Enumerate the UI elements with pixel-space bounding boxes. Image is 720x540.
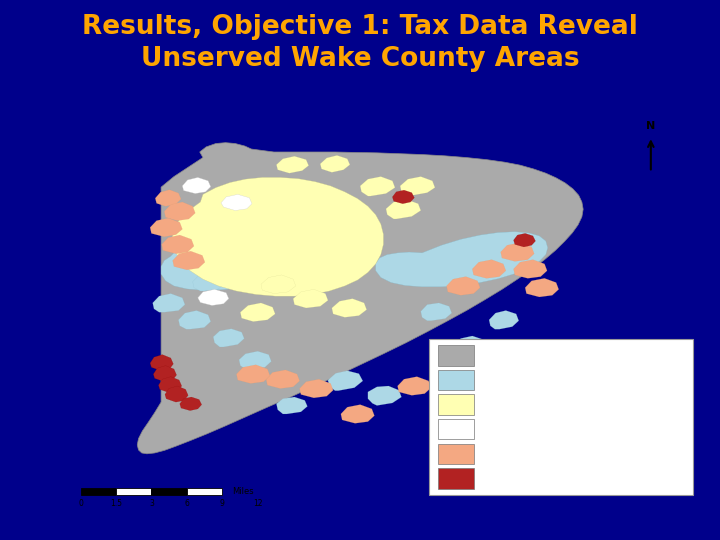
Polygon shape [153, 294, 185, 312]
Text: Inside municipal borders: Inside municipal borders [482, 400, 581, 409]
Polygon shape [276, 156, 309, 173]
Bar [151, 488, 187, 495]
Polygon shape [276, 397, 307, 414]
Polygon shape [158, 377, 181, 393]
Bar [438, 345, 474, 366]
Polygon shape [446, 276, 480, 295]
Text: ETJ, uninhabited: ETJ, uninhabited [482, 425, 546, 434]
Text: Majority black, ETJ, no water: Majority black, ETJ, no water [482, 474, 596, 483]
Polygon shape [150, 355, 174, 371]
Polygon shape [320, 156, 350, 172]
Bar [116, 488, 151, 495]
Polygon shape [420, 303, 451, 321]
Text: 3: 3 [149, 499, 154, 508]
Polygon shape [472, 260, 506, 278]
Polygon shape [500, 242, 534, 261]
Bar [187, 488, 222, 495]
Text: Miles: Miles [232, 487, 253, 496]
Text: Wake County: Wake County [482, 351, 535, 360]
Polygon shape [368, 386, 402, 406]
Polygon shape [392, 190, 414, 204]
FancyBboxPatch shape [428, 339, 693, 495]
Bar [438, 394, 474, 415]
Bar [438, 370, 474, 390]
Polygon shape [454, 336, 485, 355]
Polygon shape [193, 272, 225, 291]
Polygon shape [172, 178, 383, 296]
Bar [81, 488, 116, 495]
Polygon shape [161, 223, 303, 290]
Polygon shape [164, 202, 195, 221]
Polygon shape [513, 233, 536, 247]
Polygon shape [386, 199, 420, 219]
Polygon shape [179, 310, 211, 329]
Polygon shape [221, 194, 252, 211]
Bar [438, 419, 474, 440]
Text: ETJ, no water: ETJ, no water [482, 449, 534, 458]
Text: ETJ, with water: ETJ, with water [482, 375, 541, 384]
Polygon shape [489, 310, 518, 329]
Text: 9: 9 [220, 499, 225, 508]
Text: 1.5: 1.5 [110, 499, 122, 508]
Polygon shape [150, 218, 182, 237]
Polygon shape [341, 404, 374, 423]
Polygon shape [162, 235, 194, 254]
Polygon shape [525, 278, 559, 297]
Polygon shape [360, 177, 395, 196]
Polygon shape [236, 365, 270, 383]
Polygon shape [213, 329, 244, 347]
Polygon shape [397, 377, 431, 395]
Polygon shape [266, 370, 300, 389]
Text: 12: 12 [253, 499, 263, 508]
Polygon shape [239, 351, 271, 369]
Polygon shape [261, 275, 296, 294]
Polygon shape [153, 366, 176, 382]
Polygon shape [376, 232, 548, 287]
Bar [438, 468, 474, 489]
Polygon shape [400, 177, 435, 195]
Bar [438, 444, 474, 464]
Polygon shape [332, 299, 366, 318]
Polygon shape [300, 379, 333, 398]
Text: N: N [647, 121, 655, 131]
Polygon shape [240, 303, 275, 321]
Text: Results, Objective 1: Tax Data Reveal
Unserved Wake County Areas: Results, Objective 1: Tax Data Reveal Un… [82, 14, 638, 72]
Polygon shape [138, 143, 583, 454]
Text: 0: 0 [78, 499, 83, 508]
Polygon shape [173, 251, 205, 270]
Polygon shape [180, 397, 202, 410]
Polygon shape [513, 260, 547, 278]
Polygon shape [156, 190, 181, 206]
Polygon shape [198, 289, 229, 306]
Polygon shape [293, 289, 328, 308]
Polygon shape [182, 178, 211, 193]
Polygon shape [328, 371, 363, 390]
Polygon shape [165, 386, 188, 402]
Text: 6: 6 [184, 499, 189, 508]
